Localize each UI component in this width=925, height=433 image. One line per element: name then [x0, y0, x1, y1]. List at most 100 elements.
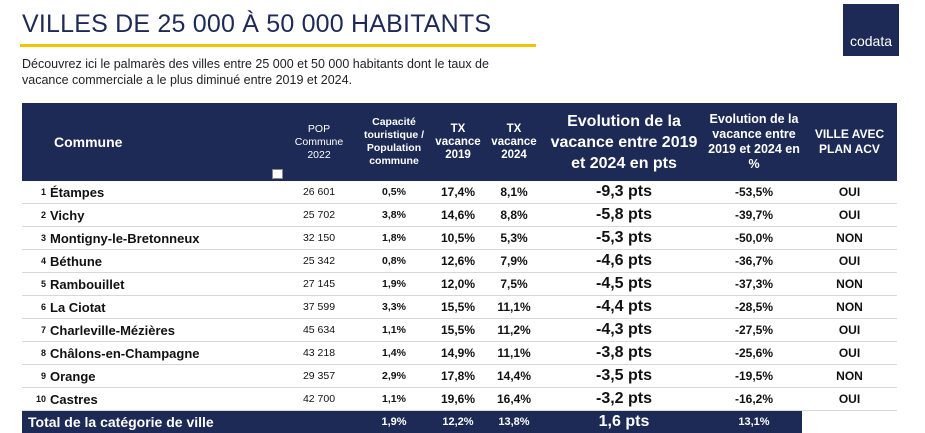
cell: 15,5%	[430, 318, 486, 342]
cell: 0,5%	[358, 181, 430, 204]
cell: 1,1%	[358, 387, 430, 411]
cell: 11,1%	[486, 341, 542, 365]
header-row: Commune POP Commune 2022 Capacité touristi…	[22, 103, 897, 181]
total-row: Total de la catégorie de ville 1,9% 12,2% 1…	[22, 410, 897, 433]
cell: -37,3%	[706, 272, 802, 296]
cell: -16,2%	[706, 387, 802, 411]
cell: -50,0%	[706, 226, 802, 250]
cell: Rambouillet	[50, 272, 280, 296]
rank: 4	[22, 249, 50, 273]
total-cell: 13,1%	[706, 410, 802, 433]
column-header: VILLE AVEC PLAN ACV	[802, 103, 897, 181]
logo-text: codata	[849, 33, 893, 49]
cell: -36,7%	[706, 249, 802, 273]
cell: 7,5%	[486, 272, 542, 296]
cell: Charleville-Mézières	[50, 318, 280, 342]
cell: 1,4%	[358, 341, 430, 365]
cell: -53,5%	[706, 181, 802, 204]
table-row: 1 Étampes 26 601 0,5% 17,4% 8,1% -9,3 pts -53,5…	[22, 181, 897, 204]
subtitle: Découvrez ici le palmarès des villes ent…	[22, 57, 489, 87]
cell: 1,8%	[358, 226, 430, 250]
cell: -39,7%	[706, 203, 802, 227]
cell: Vichy	[50, 203, 280, 227]
cell: Châlons-en-Champagne	[50, 341, 280, 365]
cell: -19,5%	[706, 364, 802, 388]
cell: -3,5 pts	[542, 364, 706, 388]
column-header: Commune	[50, 103, 280, 181]
cell: -5,8 pts	[542, 203, 706, 227]
cell: 14,6%	[430, 203, 486, 227]
table-row: 10 Castres 42 700 1,1% 19,6% 16,4% -3,2 pts -16…	[22, 387, 897, 411]
cell: -4,4 pts	[542, 295, 706, 319]
table-row: 3 Montigny-le-Bretonneux 32 150 1,8% 10,5% 5,…	[22, 226, 897, 250]
cell: -25,6%	[706, 341, 802, 365]
total-cell: 1,6 pts	[542, 410, 706, 433]
table-row: 8 Châlons-en-Champagne 43 218 1,4% 14,9% 11,1…	[22, 341, 897, 365]
cell: 14,4%	[486, 364, 542, 388]
cell: Orange	[50, 364, 280, 388]
rank: 5	[22, 272, 50, 296]
ranking-table: Commune POP Commune 2022 Capacité touristi…	[22, 103, 897, 433]
rank: 1	[22, 181, 50, 204]
cell: 0,8%	[358, 249, 430, 273]
cell: 43 218	[280, 341, 358, 365]
rank: 3	[22, 226, 50, 250]
blank-cell	[802, 410, 897, 433]
cell: -9,3 pts	[542, 181, 706, 204]
table-row: 9 Orange 29 357 2,9% 17,8% 14,4% -3,5 pts -19,5…	[22, 364, 897, 388]
rank: 9	[22, 364, 50, 388]
rank: 8	[22, 341, 50, 365]
cell: 32 150	[280, 226, 358, 250]
total-label: Total de la catégorie de ville	[22, 410, 358, 433]
cell: 25 702	[280, 203, 358, 227]
cell: OUI	[802, 318, 897, 342]
column-header: POP Commune 2022	[272, 103, 358, 181]
cell: OUI	[802, 249, 897, 273]
cell: OUI	[802, 387, 897, 411]
logo: codata	[843, 4, 899, 56]
cell: 3,3%	[358, 295, 430, 319]
cell: -3,8 pts	[542, 341, 706, 365]
cell: -3,2 pts	[542, 387, 706, 411]
rank: 2	[22, 203, 50, 227]
rank: 10	[22, 387, 50, 411]
cell: OUI	[802, 181, 897, 204]
cell: 29 357	[280, 364, 358, 388]
header-cell	[22, 103, 50, 181]
column-header: Capacité touristique / Population commun…	[358, 103, 430, 181]
total-cell: 13,8%	[486, 410, 542, 433]
cell: NON	[802, 272, 897, 296]
cell: Étampes	[50, 181, 280, 204]
total-cell: 12,2%	[430, 410, 486, 433]
cell: 12,0%	[430, 272, 486, 296]
cell: -5,3 pts	[542, 226, 706, 250]
cell: La Ciotat	[50, 295, 280, 319]
column-header: TX vacance 2019	[430, 103, 486, 181]
cell: Castres	[50, 387, 280, 411]
cell: 10,5%	[430, 226, 486, 250]
rank: 6	[22, 295, 50, 319]
cell: 19,6%	[430, 387, 486, 411]
column-header: TX vacance 2024	[486, 103, 542, 181]
cell: 7,9%	[486, 249, 542, 273]
cell: 17,8%	[430, 364, 486, 388]
cell: -4,5 pts	[542, 272, 706, 296]
column-header: Evolution de la vacance entre 2019 et 20…	[542, 103, 706, 181]
cell: 45 634	[280, 318, 358, 342]
cell: 37 599	[280, 295, 358, 319]
cell: NON	[802, 226, 897, 250]
cell: 11,2%	[486, 318, 542, 342]
cell: 26 601	[280, 181, 358, 204]
cell: 5,3%	[486, 226, 542, 250]
cell: 2,9%	[358, 364, 430, 388]
cell: 8,1%	[486, 181, 542, 204]
cell: 15,5%	[430, 295, 486, 319]
cell: 42 700	[280, 387, 358, 411]
cell: 17,4%	[430, 181, 486, 204]
table-body: 1 Étampes 26 601 0,5% 17,4% 8,1% -9,3 pts -53,5…	[22, 181, 897, 411]
title-rule	[20, 44, 536, 47]
table-row: 2 Vichy 25 702 3,8% 14,6% 8,8% -5,8 pts -39,7% O…	[22, 203, 897, 227]
cell: OUI	[802, 203, 897, 227]
filter-icon	[272, 169, 283, 179]
